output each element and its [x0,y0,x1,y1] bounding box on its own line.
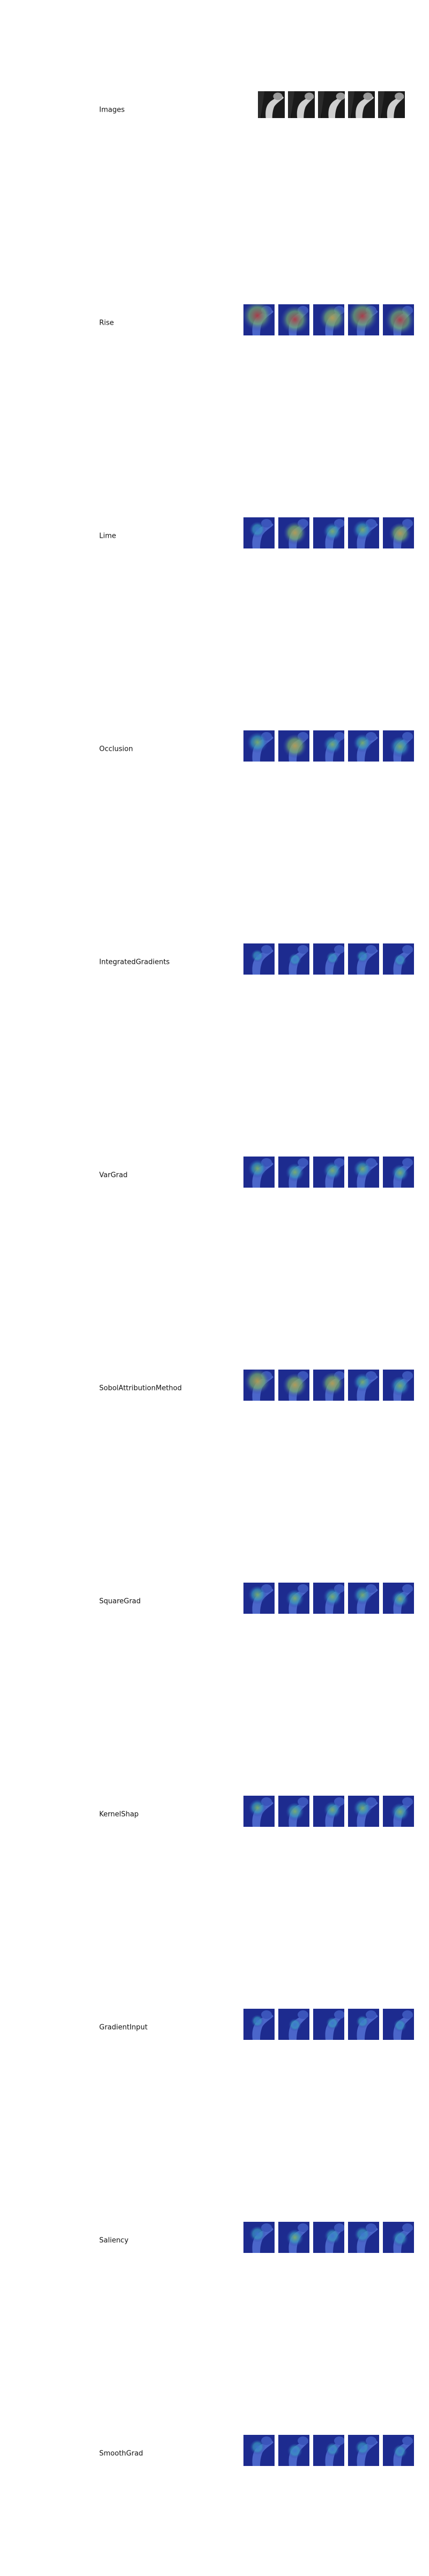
attribution-heatmap [348,2435,379,2466]
attribution-heatmap [243,730,275,762]
attribution-heatmap [383,2009,414,2040]
thumbnail-strip [243,1796,414,1827]
attribution-heatmap [383,730,414,762]
attribution-heatmap [383,2222,414,2253]
attribution-heatmap [243,1583,275,1614]
method-label: VarGrad [99,1171,128,1180]
attribution-heatmap [278,1370,309,1401]
attribution-heatmap [278,517,309,548]
xray-image [378,91,405,118]
thumbnail-strip [243,730,414,762]
xray-image [348,91,375,118]
method-row: Images [0,91,429,129]
method-label: Images [99,106,125,114]
thumbnail-strip [258,91,405,118]
attribution-heatmap [348,730,379,762]
attribution-heatmap [278,2009,309,2040]
attribution-heatmap [313,1796,344,1827]
attribution-heatmap [313,943,344,975]
attribution-heatmap [348,1370,379,1401]
method-label: KernelShap [99,1810,139,1819]
attribution-heatmap [313,1370,344,1401]
attribution-heatmap [243,2435,275,2466]
attribution-heatmap [383,1370,414,1401]
method-label: SobolAttributionMethod [99,1384,182,1393]
method-row: SmoothGrad [0,2435,429,2472]
attribution-heatmap [313,517,344,548]
method-label: Saliency [99,2236,129,2245]
thumbnail-strip [243,943,414,975]
method-row: KernelShap [0,1796,429,1833]
method-row: Rise [0,304,429,342]
attribution-heatmap [383,517,414,548]
xray-image [318,91,345,118]
method-label: IntegratedGradients [99,958,170,967]
attribution-heatmap [243,2222,275,2253]
attribution-heatmap [278,2222,309,2253]
attribution-heatmap [348,2222,379,2253]
method-row: SquareGrad [0,1583,429,1620]
method-row: VarGrad [0,1157,429,1194]
attribution-heatmap [383,1583,414,1614]
thumbnail-strip [243,304,414,335]
attribution-heatmap [278,1157,309,1188]
method-row: GradientInput [0,2009,429,2046]
attribution-heatmap [243,1157,275,1188]
method-label: GradientInput [99,2023,148,2032]
thumbnail-strip [243,517,414,548]
attribution-heatmap [313,1157,344,1188]
attribution-heatmap [313,304,344,335]
method-row: Lime [0,517,429,555]
attribution-heatmap [348,2009,379,2040]
thumbnail-strip [243,1157,414,1188]
thumbnail-strip [243,2009,414,2040]
attribution-heatmap [348,1583,379,1614]
attribution-heatmap [278,1583,309,1614]
attribution-heatmap [313,2009,344,2040]
attribution-heatmap [313,1583,344,1614]
attribution-heatmap [348,1157,379,1188]
thumbnail-strip [243,1370,414,1401]
attribution-heatmap [278,304,309,335]
attribution-heatmap [243,2009,275,2040]
method-row: Saliency [0,2222,429,2259]
method-row: Occlusion [0,730,429,768]
attribution-heatmap [383,2435,414,2466]
attribution-heatmap [348,943,379,975]
attribution-heatmap [243,1796,275,1827]
attribution-heatmap [243,304,275,335]
attribution-heatmap [313,730,344,762]
attribution-heatmap [348,517,379,548]
method-label: SquareGrad [99,1597,141,1606]
method-row: SobolAttributionMethod [0,1370,429,1407]
method-label: Lime [99,532,116,540]
attribution-heatmap [278,1796,309,1827]
attribution-heatmap [278,2435,309,2466]
method-row: IntegratedGradients [0,943,429,981]
attribution-heatmap [313,2222,344,2253]
attribution-heatmap [278,730,309,762]
thumbnail-strip [243,1583,414,1614]
attribution-heatmap [313,2435,344,2466]
attribution-heatmap [348,1796,379,1827]
xray-image [258,91,285,118]
attribution-heatmap [348,304,379,335]
attribution-heatmap [383,1796,414,1827]
xray-image [288,91,315,118]
attribution-heatmap [243,517,275,548]
attribution-heatmap [383,943,414,975]
thumbnail-strip [243,2222,414,2253]
method-label: Rise [99,319,114,327]
method-label: Occlusion [99,745,133,753]
attribution-heatmap [243,1370,275,1401]
attribution-heatmap [383,304,414,335]
attribution-heatmap [383,1157,414,1188]
attribution-heatmap [278,943,309,975]
method-label: SmoothGrad [99,2449,143,2458]
attribution-heatmap [243,943,275,975]
thumbnail-strip [243,2435,414,2466]
